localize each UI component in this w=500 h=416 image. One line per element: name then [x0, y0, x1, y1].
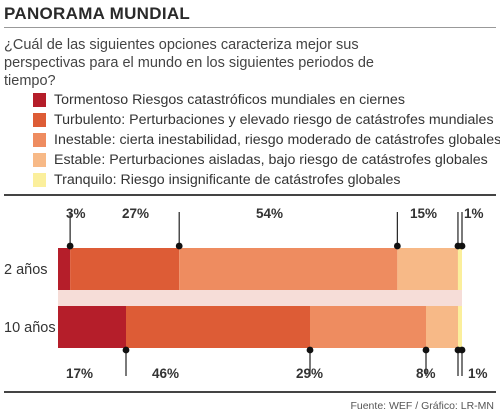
legend-item-estable: Estable: Perturbaciones aisladas, bajo r… — [33, 150, 500, 170]
value-label-bottom-tormentoso: 17% — [66, 366, 93, 381]
value-label-bottom-turbulento: 46% — [152, 366, 179, 381]
bar-10-anos-tormentoso — [58, 306, 126, 348]
value-label-bottom-inestable: 29% — [296, 366, 323, 381]
legend-label-tormentoso: Tormentoso Riesgos catastróficos mundial… — [54, 92, 405, 108]
legend-item-inestable: Inestable: cierta inestabilidad, riesgo … — [33, 130, 500, 150]
legend-label-tranquilo: Tranquilo: Riesgo insignificante de catá… — [54, 172, 401, 188]
dot-bottom-tranquilo — [458, 346, 466, 354]
value-label-top-tormentoso: 3% — [66, 206, 86, 221]
bar-2-anos-estable — [397, 248, 458, 290]
bar-10-anos-inestable — [310, 306, 426, 348]
value-label-bottom-tranquilo: 1% — [468, 366, 488, 381]
source-credit: Fuente: WEF / Gráfico: LR-MN — [350, 400, 494, 412]
bar-2-anos-turbulento — [70, 248, 180, 290]
legend-label-inestable: Inestable: cierta inestabilidad, riesgo … — [54, 132, 500, 148]
value-label-bottom-estable: 8% — [416, 366, 436, 381]
row-label-10-anos: 10 años — [4, 320, 56, 336]
value-label-top-estable: 15% — [410, 206, 437, 221]
dot-top-tormentoso — [66, 242, 74, 250]
legend: Tormentoso Riesgos catastróficos mundial… — [33, 90, 500, 190]
legend-label-turbulento: Turbulento: Perturbaciones y elevado rie… — [54, 112, 494, 128]
bar-connector — [58, 290, 462, 306]
dot-top-inestable — [393, 242, 401, 250]
title-divider — [4, 27, 496, 28]
bar-2-anos-inestable — [179, 248, 398, 290]
dot-bottom-tormentoso — [122, 346, 130, 354]
legend-item-turbulento: Turbulento: Perturbaciones y elevado rie… — [33, 110, 500, 130]
legend-swatch-estable — [33, 153, 46, 167]
legend-item-tranquilo: Tranquilo: Riesgo insignificante de catá… — [33, 170, 500, 190]
bar-10-anos-tranquilo — [458, 306, 462, 348]
value-label-top-turbulento: 27% — [122, 206, 149, 221]
legend-swatch-inestable — [33, 133, 46, 147]
top-rule — [4, 194, 496, 196]
dot-bottom-turbulento — [306, 346, 314, 354]
legend-label-estable: Estable: Perturbaciones aisladas, bajo r… — [54, 152, 488, 168]
bar-10-anos-estable — [426, 306, 458, 348]
bar-2-anos-tranquilo — [457, 248, 462, 290]
row-label-2-anos: 2 años — [4, 262, 48, 278]
bar-2-anos-tormentoso — [58, 248, 71, 290]
value-label-top-inestable: 54% — [256, 206, 283, 221]
chart-question: ¿Cuál de las siguientes opciones caracte… — [4, 37, 374, 89]
chart-title: PANORAMA MUNDIAL — [4, 4, 191, 23]
legend-swatch-tormentoso — [33, 93, 46, 107]
value-label-top-tranquilo: 1% — [464, 206, 484, 221]
dot-top-turbulento — [175, 242, 183, 250]
legend-swatch-turbulento — [33, 113, 46, 127]
dot-top-tranquilo — [458, 242, 466, 250]
legend-swatch-tranquilo — [33, 173, 46, 187]
dot-bottom-inestable — [422, 346, 430, 354]
legend-item-tormentoso: Tormentoso Riesgos catastróficos mundial… — [33, 90, 500, 110]
bar-10-anos-turbulento — [126, 306, 310, 348]
